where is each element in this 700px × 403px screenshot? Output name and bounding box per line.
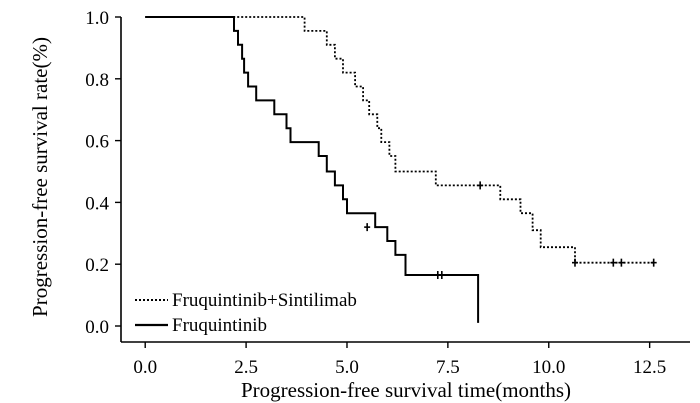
x-tick-label: 5.0 <box>335 357 359 378</box>
legend: Fruquintinib+Sintilimab Fruquintinib <box>135 290 357 336</box>
x-tick-label: 12.5 <box>633 357 666 378</box>
y-tick-label: 0.8 <box>85 70 109 91</box>
x-tick-label: 0.0 <box>133 357 157 378</box>
y-tick-label: 0.4 <box>85 193 109 214</box>
series-lines <box>145 16 654 323</box>
legend-label-combination: Fruquintinib+Sintilimab <box>172 290 357 311</box>
x-tick-label: 2.5 <box>234 357 258 378</box>
y-tick-label: 0.0 <box>85 317 109 338</box>
axes <box>120 17 690 343</box>
y-axis-title: Progression-free survival rate(%) <box>28 37 52 317</box>
y-tick-label: 1.0 <box>85 8 109 29</box>
series-line-combination <box>145 16 654 264</box>
x-tick-label: 10.0 <box>532 357 565 378</box>
series-line-monotherapy <box>145 16 480 323</box>
legend-label-monotherapy: Fruquintinib <box>172 315 267 336</box>
x-tick-label: 7.5 <box>436 357 460 378</box>
y-tick-label: 0.6 <box>85 132 109 153</box>
y-tick-label: 0.2 <box>85 255 109 276</box>
ticks: 0.0 0.2 0.4 0.6 0.8 1.0 0.0 2.5 5.0 7.5 10.0 12.5 <box>85 8 666 378</box>
censor-marks <box>364 181 657 280</box>
x-axis-title: Progression-free survival time(months) <box>241 378 571 402</box>
